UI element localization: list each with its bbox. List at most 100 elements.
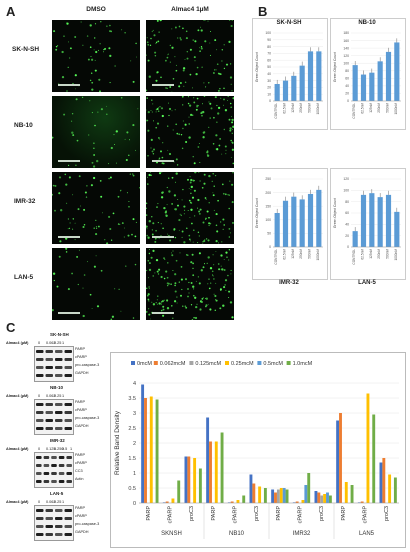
band-label: PARP bbox=[75, 347, 86, 351]
y-tick-label: 2.5 bbox=[128, 426, 136, 432]
group-label: NB10 bbox=[229, 531, 245, 537]
y-tick-label: 200 bbox=[265, 191, 271, 195]
bar-250nM bbox=[299, 65, 305, 101]
blot-band bbox=[66, 456, 72, 459]
legend-label: 0mcM bbox=[137, 361, 152, 367]
y-axis-label: Green Object Count bbox=[255, 52, 259, 82]
viability-chart-sk-n-sh: 0 10 20 30 40 50 60 70 80 90 100 Green Object Count… bbox=[252, 18, 328, 130]
dose-label: 0 bbox=[38, 447, 41, 451]
blot-band bbox=[36, 427, 44, 430]
category-label: proC3 bbox=[254, 506, 260, 521]
bar-SKNSH-PARP-0.062mcM bbox=[144, 398, 147, 503]
x-tick-label: 125nM bbox=[369, 103, 373, 113]
blot-band bbox=[64, 427, 72, 430]
bar-NB10-cPARP-0.062mcM bbox=[230, 501, 234, 503]
bar-62.5nM bbox=[282, 80, 289, 101]
blot-title: IMR-32 bbox=[50, 438, 65, 443]
category-label: cPARP bbox=[233, 506, 239, 524]
category-label: cPARP bbox=[168, 506, 174, 524]
y-tick-label: 3 bbox=[133, 411, 136, 417]
bar-125nM bbox=[369, 72, 375, 101]
y-tick-label: 140 bbox=[343, 46, 349, 50]
x-tick-label: 62.5nM bbox=[283, 249, 287, 260]
bar-500nM bbox=[307, 193, 314, 247]
blot-image bbox=[34, 452, 74, 488]
band-label: PARP bbox=[75, 506, 86, 510]
bar-62.5nM bbox=[282, 200, 289, 247]
y-tick-label: 4 bbox=[133, 381, 136, 387]
y-tick-label: 60 bbox=[345, 211, 349, 215]
micrograph-sk-n-sh-almac4 bbox=[146, 20, 234, 92]
band-label: cPARP bbox=[75, 514, 87, 518]
bar-NB10-proC3-0.062mcM bbox=[252, 483, 256, 503]
bar-IMR32-cPARP-0.25mcM bbox=[301, 500, 305, 503]
y-tick-label: 0 bbox=[347, 99, 349, 103]
y-tick-label: 40 bbox=[345, 223, 349, 227]
group-label: SKNSH bbox=[161, 531, 182, 537]
chart-title: SK-N-SH bbox=[276, 20, 302, 26]
legend-swatch bbox=[153, 361, 158, 365]
scale-bar bbox=[58, 84, 80, 86]
bar-IMR32-PARP-0.25mcM bbox=[279, 488, 283, 503]
micrograph-lan-5-dmso bbox=[52, 248, 140, 320]
almac-dose-label: Almac4 (µM) bbox=[6, 341, 29, 345]
bar-LAN5-proC3-1.0mcM bbox=[393, 477, 397, 503]
bar-IMR32-cPARP-1.0mcM bbox=[307, 473, 311, 503]
bar-CONTROL bbox=[352, 65, 358, 101]
bar-SKNSH-PARP-0.25mcM bbox=[149, 396, 153, 503]
viability-chart-imr-32: 0 50 100 150 200 250 Green Object Count CONTROL… bbox=[252, 168, 328, 280]
y-tick-label: 100 bbox=[265, 31, 271, 35]
blot-band bbox=[45, 427, 53, 430]
blot-band bbox=[58, 456, 65, 459]
band-label: GAPDH bbox=[75, 530, 89, 534]
y-tick-label: 80 bbox=[345, 200, 349, 204]
band-label: Actin bbox=[75, 477, 84, 481]
dose-label: 1 bbox=[62, 500, 65, 504]
y-tick-label: 20 bbox=[267, 86, 271, 90]
band-label: pro-caspase-3 bbox=[75, 363, 100, 367]
blot-band bbox=[36, 509, 44, 512]
bar-LAN5-PARP-0.062mcM bbox=[339, 413, 342, 503]
blot-band bbox=[58, 464, 65, 467]
group-label: LAN5 bbox=[359, 531, 375, 537]
bar-IMR32-cPARP-0.5mcM bbox=[304, 485, 308, 503]
dose-label: 0.062 bbox=[46, 394, 56, 398]
bar-NB10-proC3-1.0mcM bbox=[263, 488, 267, 503]
y-tick-label: 0 bbox=[347, 245, 349, 249]
bar-LAN5-PARP-1.0mcM bbox=[350, 485, 354, 503]
bar-IMR32-PARP-0.062mcM bbox=[274, 492, 277, 503]
x-tick-label: 62.5nM bbox=[361, 103, 365, 114]
x-tick-label: CONTROL bbox=[274, 249, 278, 265]
viability-chart-nb-10: 0 20 40 60 80 100 120 140 160 180 Green Object Cou… bbox=[330, 18, 406, 130]
blot-title: LAN-5 bbox=[50, 491, 64, 496]
y-tick-label: 100 bbox=[343, 61, 349, 65]
band-label: pro-caspase-3 bbox=[75, 416, 100, 420]
bar-LAN5-PARP-0.25mcM bbox=[344, 482, 348, 503]
blot-band bbox=[55, 525, 63, 528]
blot-band bbox=[64, 533, 72, 536]
blot-band bbox=[36, 456, 42, 459]
blot-band bbox=[36, 366, 44, 369]
y-tick-label: 50 bbox=[267, 65, 271, 69]
row-label-nb10: NB-10 bbox=[14, 122, 33, 129]
x-tick-label: CONTROL bbox=[352, 103, 356, 119]
x-tick-label: 500nM bbox=[386, 103, 390, 113]
y-tick-label: 80 bbox=[267, 45, 271, 49]
bar-SKNSH-cPARP-0.25mcM bbox=[171, 498, 175, 503]
band-label: PARP bbox=[75, 453, 86, 457]
blot-band bbox=[36, 533, 44, 536]
blot-band bbox=[55, 374, 63, 377]
blot-band bbox=[36, 403, 44, 406]
blot-band bbox=[36, 411, 44, 414]
bar-LAN5-cPARP-0.062mcM bbox=[360, 501, 364, 503]
dose-label: 0.250 bbox=[54, 447, 64, 451]
blot-band bbox=[64, 358, 72, 361]
bar-CONTROL bbox=[274, 213, 280, 247]
bar-SKNSH-PARP-0mcM bbox=[141, 384, 145, 503]
bar-250nM bbox=[377, 197, 383, 247]
blot-image bbox=[34, 505, 74, 541]
bar-NB10-proC3-0mcM bbox=[249, 474, 253, 503]
blot-band bbox=[45, 358, 53, 361]
y-tick-label: 30 bbox=[267, 79, 271, 83]
blot-band bbox=[66, 480, 72, 483]
